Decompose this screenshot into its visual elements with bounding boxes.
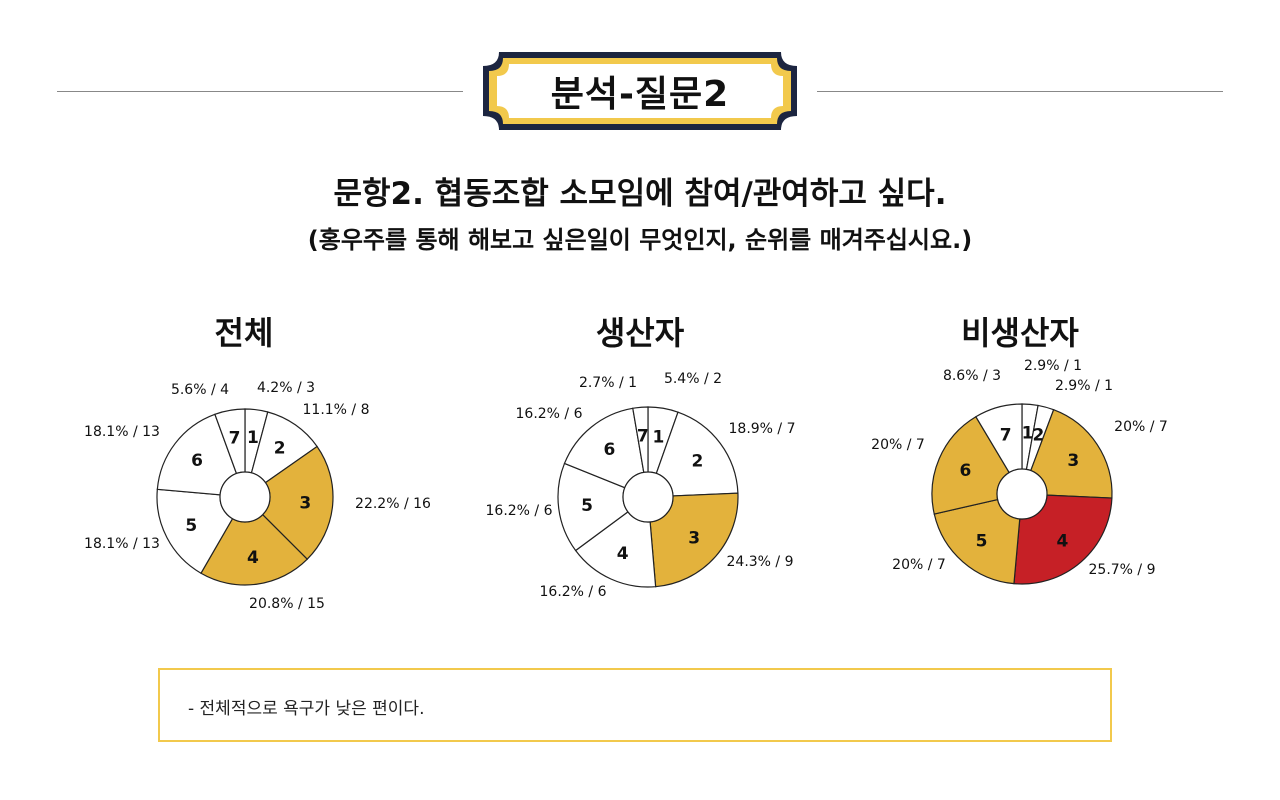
chart1-slice-value-label-1: 4.2% / 3	[257, 380, 315, 396]
chart2-slice-value-label-4: 16.2% / 6	[540, 584, 607, 600]
chart-title-total: 전체	[214, 314, 274, 352]
chart3-slice-number-4: 4	[1057, 531, 1069, 551]
chart3-slice-number-2: 2	[1032, 426, 1044, 446]
divider-left	[57, 91, 463, 92]
chart3-slice-value-label-4: 25.7% / 9	[1089, 562, 1156, 578]
chart1-slice-number-2: 2	[274, 438, 286, 458]
chart2-slice-number-7: 7	[637, 427, 649, 447]
section-badge: 분석-질문2	[479, 48, 801, 134]
chart2-slice-value-label-6: 16.2% / 6	[516, 406, 583, 422]
chart2-slice-number-1: 1	[652, 427, 664, 447]
chart1-slice-value-label-6: 18.1% / 13	[84, 424, 160, 440]
chart3-slice-value-label-2: 2.9% / 1	[1055, 378, 1113, 394]
chart1-slice-value-label-4: 20.8% / 15	[249, 596, 325, 612]
chart2-slice-number-3: 3	[688, 529, 700, 549]
chart3-slice-number-3: 3	[1067, 451, 1079, 471]
chart-title-producer: 생산자	[595, 314, 685, 352]
chart3-donut-hole	[996, 468, 1048, 520]
chart1-slice-number-4: 4	[247, 548, 259, 568]
chart3-slice-number-5: 5	[976, 531, 988, 551]
chart2-slice-value-label-5: 16.2% / 6	[486, 503, 553, 519]
chart2-slice-number-5: 5	[581, 496, 593, 516]
chart3-slice-value-label-3: 20% / 7	[1114, 419, 1168, 435]
chart1-slice-value-label-2: 11.1% / 8	[303, 402, 370, 418]
chart2-slice-value-label-7: 2.7% / 1	[579, 375, 637, 391]
chart1-slice-value-label-7: 5.6% / 4	[171, 382, 229, 398]
chart2-slice-number-6: 6	[603, 440, 615, 460]
summary-note-text: - 전체적으로 욕구가 낮은 편이다.	[188, 699, 425, 719]
question-title: 문항2. 협동조합 소모임에 참여/관여하고 싶다.	[333, 176, 947, 212]
chart1-slice-value-label-5: 18.1% / 13	[84, 536, 160, 552]
divider-right	[817, 91, 1223, 92]
chart2-slice-number-2: 2	[692, 451, 704, 471]
chart2-slice-value-label-3: 24.3% / 9	[727, 554, 794, 570]
chart1-donut-hole	[219, 471, 271, 523]
section-badge-label: 분석-질문2	[550, 74, 730, 115]
chart2-slice-value-label-1: 5.4% / 2	[664, 371, 722, 387]
chart1-slice-number-3: 3	[299, 493, 311, 513]
chart2-slice-value-label-2: 18.9% / 7	[729, 421, 796, 437]
chart-title-nonproducer: 비생산자	[961, 314, 1079, 352]
chart3-slice-value-label-7: 8.6% / 3	[943, 368, 1001, 384]
chart3-slice-value-label-5: 20% / 7	[892, 557, 946, 573]
chart2-slice-number-4: 4	[617, 544, 629, 564]
chart3-slice-value-label-6: 20% / 7	[871, 437, 925, 453]
chart3-slice-number-6: 6	[960, 461, 972, 481]
chart1-slice-number-5: 5	[185, 516, 197, 536]
chart1-slice-number-1: 1	[247, 428, 259, 448]
chart3-slice-value-label-1: 2.9% / 1	[1024, 358, 1082, 374]
chart1-slice-number-7: 7	[229, 428, 241, 448]
chart2-donut-hole	[622, 471, 674, 523]
chart3-slice-number-1: 1	[1022, 424, 1034, 444]
chart3-slice-number-7: 7	[1000, 426, 1012, 446]
chart1-slice-value-label-3: 22.2% / 16	[355, 496, 431, 512]
question-subtitle: (홍우주를 통해 해보고 싶은일이 무엇인지, 순위를 매겨주십시요.)	[307, 226, 973, 254]
summary-note-box: - 전체적으로 욕구가 낮은 편이다.	[158, 668, 1112, 742]
chart1-slice-number-6: 6	[191, 451, 203, 471]
